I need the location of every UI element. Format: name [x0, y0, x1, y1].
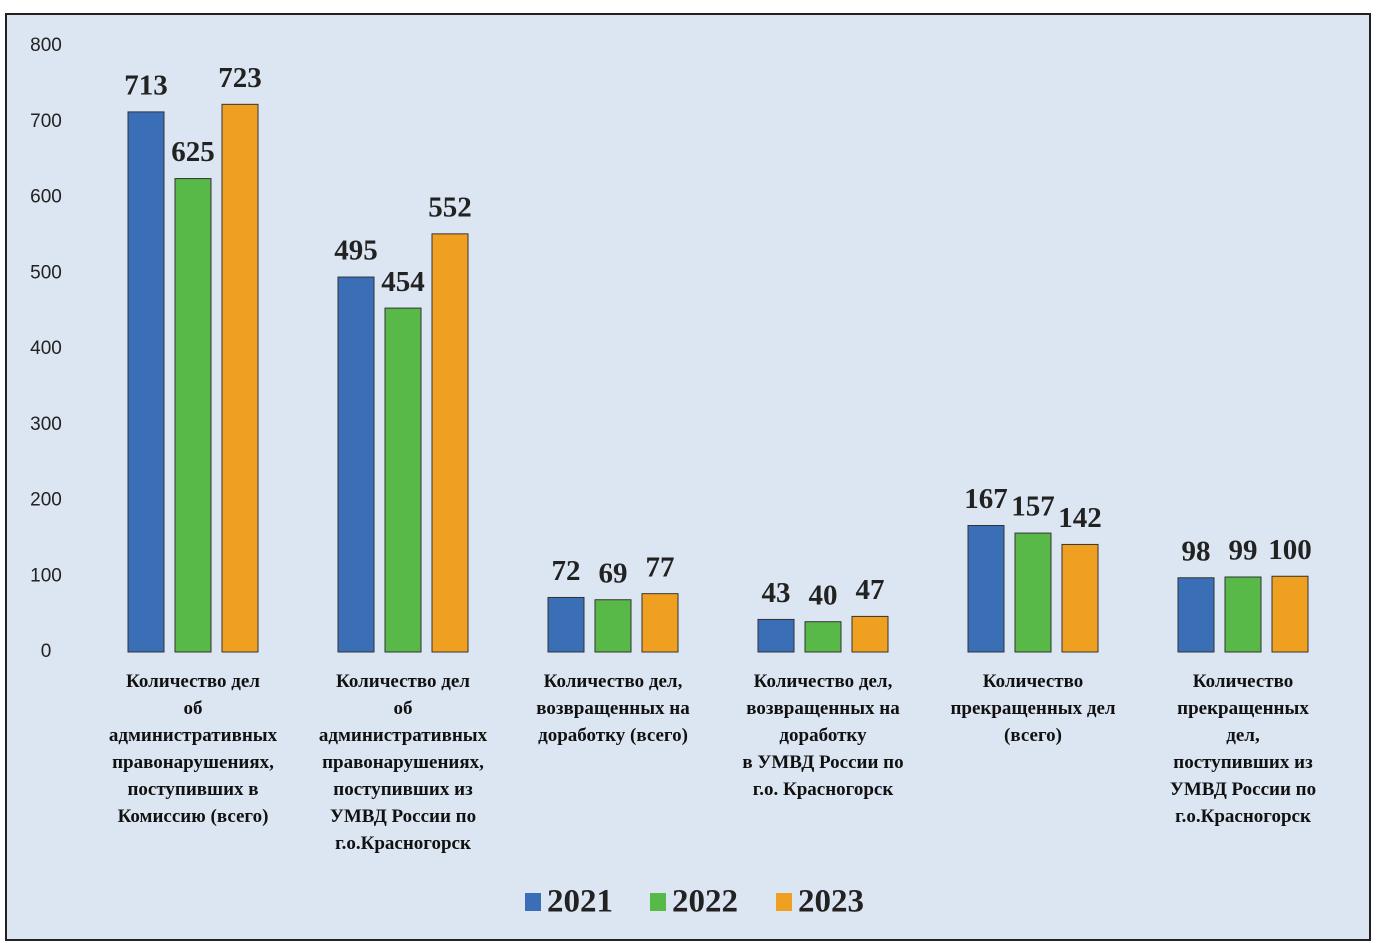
legend-swatch: [776, 893, 792, 911]
data-label: 100: [1268, 534, 1312, 566]
data-label: 713: [124, 70, 168, 102]
legend-swatch: [525, 893, 541, 911]
data-label: 625: [171, 136, 215, 168]
data-label: 99: [1229, 535, 1258, 567]
legend-label: 2022: [672, 884, 738, 920]
data-label: 40: [809, 579, 838, 611]
bar: [1271, 575, 1309, 653]
bar: [431, 233, 469, 653]
data-label: 167: [964, 483, 1008, 515]
bar: [547, 596, 585, 653]
legend-label: 2023: [798, 884, 864, 920]
data-label: 142: [1058, 502, 1102, 534]
data-label: 454: [381, 266, 425, 298]
data-label: 69: [599, 557, 628, 589]
x-tick-label: Количество дел, возвращенных на доработк…: [536, 671, 690, 746]
y-tick-label: 400: [30, 338, 62, 359]
bar: [1224, 576, 1262, 653]
data-label: 723: [218, 62, 262, 94]
data-label: 77: [646, 551, 675, 583]
bar: [337, 276, 375, 653]
bar: [1014, 532, 1052, 653]
bar: [174, 178, 212, 653]
bar: [757, 618, 795, 653]
bar: [127, 111, 165, 653]
y-tick-label: 600: [30, 187, 62, 208]
bar: [1177, 577, 1215, 653]
data-label: 495: [334, 235, 378, 267]
y-tick-label: 100: [30, 565, 62, 586]
data-label: 47: [856, 574, 885, 606]
bar: [221, 103, 259, 653]
data-label: 98: [1182, 535, 1211, 567]
y-tick-label: 0: [41, 641, 52, 662]
x-tick-label: Количество прекращенных дел, поступивших…: [1169, 671, 1317, 827]
bar: [384, 307, 422, 653]
legend-swatch: [650, 893, 666, 911]
y-tick-label: 800: [30, 35, 62, 56]
y-tick-label: 300: [30, 414, 62, 435]
x-tick-label: Количество дел, возвращенных на доработк…: [742, 671, 904, 800]
bar: [804, 621, 842, 653]
bar: [641, 593, 679, 653]
bar: [967, 524, 1005, 653]
legend-label: 2021: [547, 884, 613, 920]
x-tick-label: Количество дел об административных право…: [108, 671, 278, 827]
data-label: 157: [1011, 491, 1055, 523]
x-tick-label: Количество дел об административных право…: [318, 671, 488, 854]
y-tick-label: 500: [30, 262, 62, 283]
y-tick-label: 700: [30, 111, 62, 132]
data-label: 552: [428, 192, 472, 224]
y-tick-label: 200: [30, 490, 62, 511]
data-label: 43: [762, 577, 791, 609]
bar: [851, 615, 889, 653]
bar: [1061, 543, 1099, 653]
data-label: 72: [552, 555, 581, 587]
x-tick-label: Количество прекращенных дел (всего): [950, 671, 1116, 746]
bar: [594, 599, 632, 653]
